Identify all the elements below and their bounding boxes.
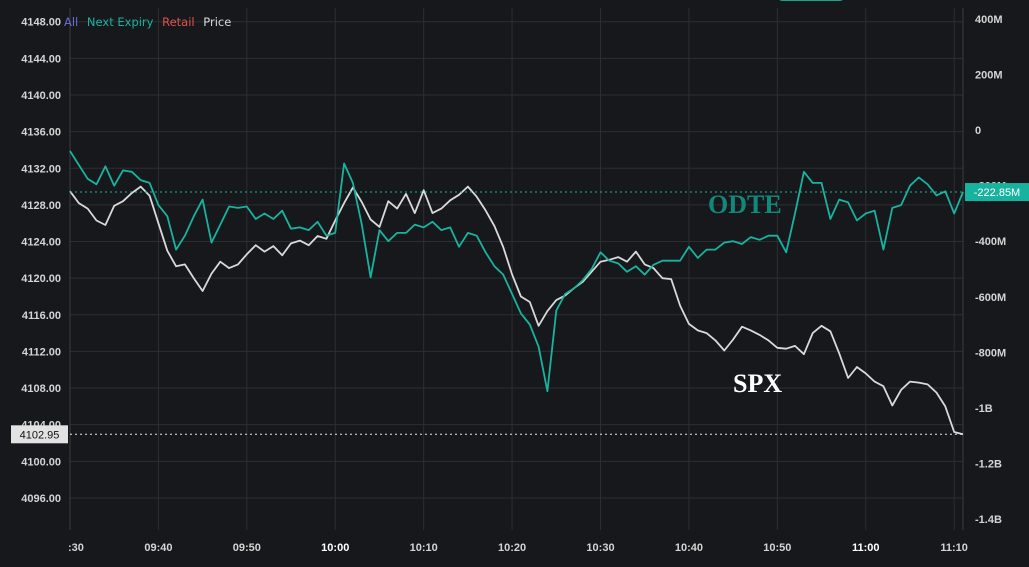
legend-next-expiry[interactable]: Next Expiry bbox=[86, 15, 154, 29]
x-tick-label: 10:20 bbox=[498, 542, 526, 554]
y-tick-label-left: 4116.00 bbox=[22, 310, 61, 322]
y-tick-label-right: -1.2B bbox=[975, 458, 1002, 470]
y-tick-label-left: 4124.00 bbox=[21, 237, 61, 249]
legend-all[interactable]: All bbox=[64, 15, 79, 29]
y-tick-label-left: 4108.00 bbox=[21, 383, 61, 395]
y-tick-label-left: 4144.00 bbox=[21, 53, 61, 65]
current-flow-badge bbox=[965, 183, 1029, 202]
y-tick-label-right: -1.4B bbox=[975, 514, 1002, 526]
current-price-badge bbox=[11, 425, 68, 444]
y-tick-label-right: -800M bbox=[975, 347, 1006, 359]
y-tick-label-right: -600M bbox=[975, 292, 1006, 304]
timeframe-tab[interactable] bbox=[778, 0, 844, 1]
y-tick-label-right: 400M bbox=[975, 14, 1003, 26]
x-tick-label: 09:50 bbox=[233, 542, 261, 554]
y-tick-label-right: 0 bbox=[975, 125, 981, 137]
y-tick-label-left: 4112.00 bbox=[22, 346, 61, 358]
x-tick-label: 10:50 bbox=[763, 542, 791, 554]
y-tick-label-left: 4132.00 bbox=[21, 163, 61, 175]
x-tick-label: 11:10 bbox=[940, 542, 968, 554]
y-tick-label-left: 4148.00 bbox=[21, 17, 61, 29]
series-line-price bbox=[69, 185, 964, 436]
x-tick-label: 10:30 bbox=[586, 542, 614, 554]
legend-retail[interactable]: Retail bbox=[162, 15, 195, 29]
x-tick-label: 11:00 bbox=[852, 542, 880, 554]
y-tick-label-left: 4140.00 bbox=[21, 90, 61, 102]
y-tick-label-right: -400M bbox=[975, 236, 1006, 248]
x-tick-label: 10:00 bbox=[321, 542, 349, 554]
current-price-label: 4102.95 bbox=[20, 429, 60, 441]
y-tick-label-left: 4120.00 bbox=[21, 273, 61, 285]
y-tick-label-left: 4096.00 bbox=[21, 493, 61, 505]
x-tick-label: 09:40 bbox=[144, 542, 172, 554]
y-tick-label-left: 4136.00 bbox=[21, 127, 61, 139]
series-line-next-expiry bbox=[69, 150, 964, 393]
annotation-spx: SPX bbox=[733, 369, 782, 398]
y-tick-label-right: -1B bbox=[975, 403, 993, 415]
x-tick-label: :30 bbox=[68, 542, 84, 554]
legend-price[interactable]: Price bbox=[203, 15, 232, 29]
x-tick-label: 10:40 bbox=[675, 542, 703, 554]
y-tick-label-left: 4128.00 bbox=[21, 200, 61, 212]
y-tick-label-left: 4100.00 bbox=[21, 456, 61, 468]
x-tick-label: 10:10 bbox=[410, 542, 438, 554]
y-tick-label-right: 200M bbox=[975, 70, 1003, 82]
annotation-odte: ODTE bbox=[708, 190, 782, 219]
chart-legend: All Next Expiry Retail Price bbox=[64, 15, 236, 29]
current-flow-label: -222.85M bbox=[974, 187, 1020, 199]
